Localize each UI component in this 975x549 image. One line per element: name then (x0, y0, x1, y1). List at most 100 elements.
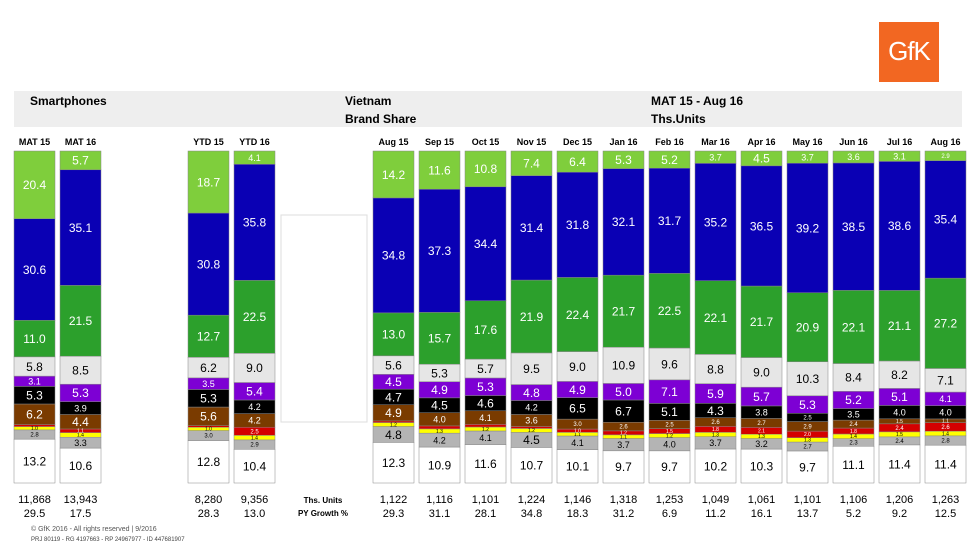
bar-segment (187, 212, 230, 316)
bar-segment (556, 150, 599, 173)
bar-segment (233, 280, 276, 354)
segment-value-label: 9.6 (661, 357, 678, 371)
segment-value-label: 2.9 (250, 443, 259, 449)
bar-segment (648, 273, 691, 349)
bar-segment (233, 150, 276, 165)
segment-value-label: 4.9 (431, 383, 448, 397)
bar-segment (878, 150, 921, 162)
segment-value-label: 11.0 (23, 332, 46, 346)
segment-value-label: 3.5 (847, 410, 860, 420)
empty-placeholder-box (280, 214, 368, 423)
segment-value-label: 5.3 (431, 366, 448, 380)
column-label: Jun 16 (839, 137, 868, 147)
segment-value-label: 2.5 (803, 416, 812, 422)
country-label: Vietnam (345, 94, 392, 108)
column-growth-value: 5.2 (846, 508, 861, 520)
segment-value-label: 4.0 (663, 439, 676, 449)
segment-value-label: 21.5 (69, 314, 93, 328)
column-units-value: 1,206 (886, 494, 914, 506)
segment-value-label: 3.3 (74, 438, 87, 448)
column-growth-value: 13.0 (244, 508, 265, 520)
column-growth-value: 34.8 (521, 508, 542, 520)
segment-value-label: 11.6 (428, 163, 451, 177)
bar-segment (187, 314, 230, 358)
column-growth-value: 31.1 (429, 508, 450, 520)
segment-value-label: 4.0 (893, 407, 906, 417)
segment-value-label: 3.6 (847, 152, 860, 162)
bar-segment (13, 150, 56, 219)
segment-value-label: 10.9 (612, 359, 636, 373)
bar-segment (786, 292, 829, 363)
column-units-value: 13,943 (64, 494, 98, 506)
chart-header-band (14, 91, 962, 127)
segment-value-label: 9.7 (799, 460, 816, 474)
segment-value-label: 30.8 (197, 257, 221, 271)
segment-value-label: 4.9 (569, 383, 586, 397)
bar-segment (740, 448, 783, 484)
segment-value-label: 4.6 (477, 396, 494, 410)
segment-value-label: 10.1 (566, 460, 590, 474)
bar-segment (233, 449, 276, 484)
bar-segment (510, 150, 553, 176)
segment-value-label: 8.2 (891, 368, 908, 382)
segment-value-label: 1.4 (77, 433, 84, 439)
bar-segment (832, 150, 875, 164)
segment-value-label: 3.5 (202, 379, 215, 389)
column-growth-value: 9.2 (892, 508, 907, 520)
segment-value-label: 3.9 (74, 403, 87, 413)
segment-value-label: 13.0 (382, 328, 406, 342)
segment-value-label: 10.2 (704, 459, 728, 473)
bar-segment (740, 150, 783, 167)
segment-value-label: 3.7 (617, 440, 630, 450)
segment-value-label: 10.9 (428, 458, 452, 472)
segment-value-label: 4.5 (753, 152, 770, 166)
segment-value-label: 1.8 (850, 429, 857, 435)
segment-value-label: 4.5 (385, 375, 402, 389)
segment-value-label: 11.4 (888, 457, 911, 471)
segment-value-label: 3.1 (28, 376, 41, 386)
bar-segment (832, 363, 875, 392)
segment-value-label: 5.6 (200, 410, 217, 424)
segment-value-label: 7.1 (937, 374, 954, 388)
segment-value-label: 4.5 (523, 433, 540, 447)
segment-value-label: 10.8 (474, 162, 498, 176)
segment-value-label: 5.3 (477, 380, 494, 394)
bar-segment (786, 361, 829, 397)
segment-value-label: 5.4 (246, 385, 263, 399)
column-units-value: 1,106 (840, 494, 868, 506)
segment-value-label: 3.2 (755, 439, 768, 449)
segment-value-label: 20.9 (796, 321, 820, 335)
column-growth-value: 17.5 (70, 508, 91, 520)
bar-segment (694, 150, 737, 164)
segment-value-label: 31.8 (566, 218, 590, 232)
segment-value-label: 9.5 (523, 362, 540, 376)
segment-value-label: 35.2 (704, 215, 728, 229)
segment-value-label: 5.3 (72, 386, 89, 400)
bar-segment (510, 447, 553, 484)
segment-value-label: 4.2 (525, 403, 538, 413)
bar-segment (832, 446, 875, 484)
segment-value-label: 36.5 (750, 219, 774, 233)
segment-value-label: 4.1 (479, 413, 492, 423)
segment-value-label: 38.6 (888, 219, 912, 233)
segment-value-label: 1.2 (528, 428, 535, 434)
segment-value-label: 6.5 (569, 402, 586, 416)
segment-value-label: 18.7 (197, 175, 221, 189)
segment-value-label: 4.2 (248, 402, 261, 412)
segment-value-label: 1.2 (390, 422, 397, 428)
segment-value-label: 2.6 (619, 425, 628, 431)
bar-segment (187, 440, 230, 484)
segment-value-label: 35.1 (69, 221, 93, 235)
bar-segment (602, 274, 645, 348)
segment-value-label: 1.3 (712, 432, 719, 438)
segment-value-label: 2.8 (941, 439, 950, 445)
units-row-label: Ths. Units (304, 496, 343, 505)
column-growth-value: 18.3 (567, 508, 588, 520)
segment-value-label: 3.7 (801, 152, 814, 162)
bar-segment (13, 218, 56, 321)
segment-value-label: 32.1 (612, 215, 636, 229)
segment-value-label: 6.2 (200, 361, 217, 375)
segment-value-label: 38.5 (842, 220, 866, 234)
segment-value-label: 5.7 (72, 154, 89, 168)
bars-layer (13, 150, 967, 484)
